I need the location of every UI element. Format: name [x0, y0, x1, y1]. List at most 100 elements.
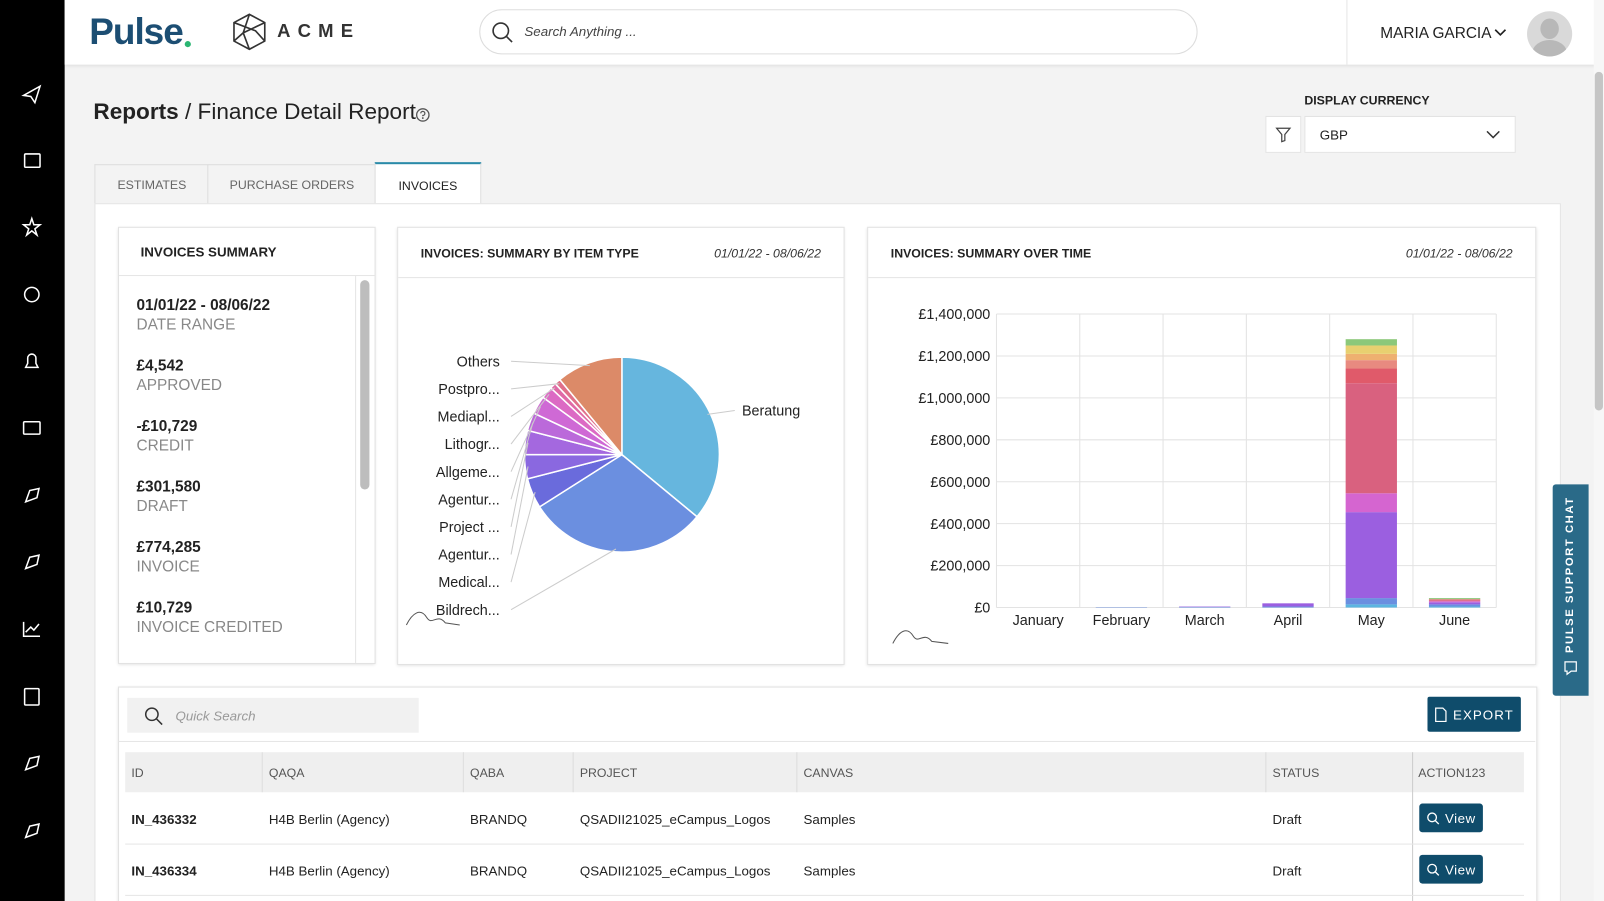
nav-icon[interactable]: [21, 216, 43, 238]
bar-chart: £0 £200,000 £400,000 £600,000 £800,000 £1,000…: [892, 307, 1497, 644]
cell: IN_436332: [131, 811, 197, 828]
y-tick-label: £200,000: [930, 559, 990, 575]
summary-value: £301,580: [136, 478, 201, 496]
leader-line: [510, 492, 536, 583]
user-menu[interactable]: MARIA GARCIA: [1380, 24, 1492, 43]
breadcrumb: Reports / Finance Detail Report: [93, 99, 416, 126]
bar-segment: [1345, 345, 1397, 354]
pie-label: Postpro...: [438, 382, 499, 398]
cell: H4B Berlin (Agency): [268, 811, 390, 828]
view-button[interactable]: View: [1419, 854, 1483, 884]
currency-select[interactable]: GBP: [1304, 115, 1516, 153]
column-header: QAQA: [268, 765, 305, 780]
nav-icon[interactable]: [21, 84, 42, 105]
tab[interactable]: PURCHASE ORDERS: [207, 164, 377, 205]
pie-label: Agentur...: [438, 492, 499, 508]
summary-value: £10,729: [136, 599, 193, 617]
user-chevron[interactable]: [1493, 27, 1507, 39]
nav-icon[interactable]: [23, 286, 40, 303]
filter-button[interactable]: [1265, 115, 1302, 153]
chart-date-range: 01/01/22 - 08/06/22: [1405, 246, 1513, 261]
chat-icon: [1564, 661, 1577, 676]
bar-segment: [1345, 383, 1397, 494]
client-logo: ACME: [277, 20, 361, 42]
y-tick-label: £0: [974, 601, 990, 617]
column-header: STATUS: [1272, 765, 1320, 780]
nav-icon[interactable]: [24, 755, 41, 771]
nav-icon[interactable]: [24, 487, 41, 504]
column-header: ID: [131, 765, 144, 780]
bar-card: INVOICES: SUMMARY OVER TIME 01/01/22 - 0…: [867, 226, 1537, 665]
bar-segment: [1345, 512, 1397, 599]
y-tick-label: £1,200,000: [918, 349, 990, 365]
row-divider: [125, 843, 1524, 845]
column-divider: [572, 752, 574, 793]
summary-card: INVOICES SUMMARY 01/01/22 - 08/06/22 DATE…: [118, 226, 376, 664]
page-scroll-thumb[interactable]: [1594, 71, 1603, 411]
summary-label: CREDIT: [136, 437, 194, 455]
search-icon: [144, 707, 163, 726]
chart-icon: [405, 611, 460, 626]
summary-value: 01/01/22 - 08/06/22: [136, 296, 271, 315]
nav-icon[interactable]: [23, 687, 40, 706]
bar-segment: [1262, 603, 1314, 607]
leader-line: [511, 383, 560, 390]
summary-item: £10,729 INVOICE CREDITED: [136, 599, 282, 660]
leader-line: [510, 442, 529, 527]
x-tick-label: March: [1185, 613, 1225, 629]
pie-label: Project ...: [439, 520, 500, 536]
global-search[interactable]: Search Anything ...: [479, 9, 1198, 55]
tab-active[interactable]: INVOICES: [374, 162, 482, 207]
help-icon[interactable]: [415, 107, 431, 123]
column-header: CANVAS: [803, 765, 854, 780]
pie-card: INVOICES: SUMMARY BY ITEM TYPE 01/01/22 …: [397, 226, 845, 665]
bar-segment: [1428, 599, 1481, 601]
cell: H4B Berlin (Agency): [268, 863, 390, 879]
nav-icon[interactable]: [22, 621, 41, 638]
column-header: ACTION123: [1418, 765, 1486, 780]
nav-icon[interactable]: [23, 153, 41, 169]
y-tick-label: £800,000: [930, 433, 990, 449]
pie-label: Mediapl...: [438, 410, 500, 426]
support-chat-tab[interactable]: PULSE SUPPORT CHAT: [1552, 484, 1589, 696]
summary-item: £4,542 APPROVED: [136, 357, 282, 418]
chart-date-range: 01/01/22 - 08/06/22: [714, 246, 821, 261]
leader-line: [510, 406, 541, 472]
table-header: [125, 752, 1524, 793]
cell: Draft: [1272, 811, 1302, 828]
leader-line: [510, 422, 534, 500]
bar-segment: [1179, 606, 1231, 608]
tab[interactable]: ESTIMATES: [94, 164, 210, 205]
breadcrumb-root[interactable]: Reports: [93, 98, 179, 125]
bar-segment: [1428, 601, 1481, 603]
brand-dot: [184, 41, 191, 48]
nav-icon[interactable]: [24, 554, 41, 570]
bar-segment: [1428, 598, 1481, 600]
export-button[interactable]: EXPORT: [1427, 696, 1521, 732]
view-button[interactable]: View: [1419, 803, 1483, 833]
cell: Draft: [1272, 863, 1302, 879]
support-chat-label: PULSE SUPPORT CHAT: [1563, 496, 1577, 654]
view-icon: [1427, 863, 1440, 876]
leader-line: [510, 394, 550, 445]
quick-search[interactable]: Quick Search: [127, 697, 419, 733]
pie-slice: [558, 356, 623, 457]
nav-icon[interactable]: [22, 421, 41, 435]
sidebar: [0, 0, 65, 901]
row-divider: [125, 894, 1524, 896]
avatar[interactable]: [1527, 11, 1573, 57]
nav-icon[interactable]: [24, 353, 40, 369]
page-scrollbar: [1593, 0, 1604, 901]
nav-icon[interactable]: [24, 823, 41, 839]
scroll-thumb[interactable]: [360, 280, 370, 490]
x-tick-label: February: [1093, 613, 1151, 629]
pie-chart: Beratung Bildrech... Medical... Agentur... P…: [405, 354, 800, 626]
summary-label: INVOICE: [136, 558, 200, 576]
y-tick-label: £1,400,000: [918, 307, 990, 323]
bar-segment: [1345, 368, 1397, 384]
currency-label: DISPLAY CURRENCY: [1304, 93, 1430, 108]
x-tick-label: January: [1013, 613, 1065, 629]
summary-value: -£10,729: [136, 417, 198, 436]
pie-label: Agentur...: [438, 548, 499, 564]
